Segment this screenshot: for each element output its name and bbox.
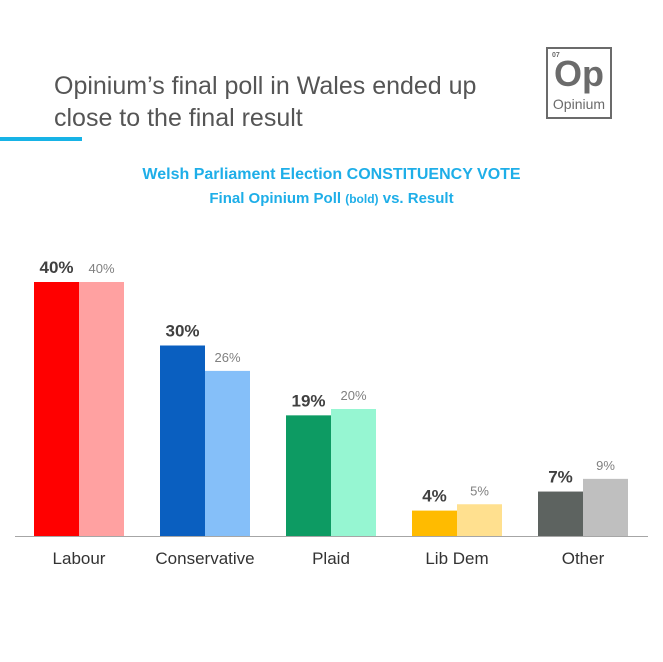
bar-plaid-series-1 bbox=[286, 415, 331, 536]
chart-subtitle: Final Opinium Poll (bold) vs. Result bbox=[0, 190, 663, 207]
bar-lib-dem-series-1 bbox=[412, 510, 457, 536]
category-label-plaid: Plaid bbox=[312, 549, 350, 568]
data-label-lib-dem-series-1: 4% bbox=[422, 487, 447, 506]
bar-conservative-series-2 bbox=[205, 370, 250, 536]
opinium-logo: 07 Op Opinium bbox=[546, 47, 612, 119]
data-label-plaid-series-2: 20% bbox=[340, 388, 366, 403]
logo-name: Opinium bbox=[552, 96, 606, 112]
headline: Opinium’s final poll in Wales ended up c… bbox=[54, 70, 534, 134]
bar-conservative-series-1 bbox=[160, 345, 205, 536]
category-label-lib-dem: Lib Dem bbox=[425, 549, 488, 568]
category-label-conservative: Conservative bbox=[155, 549, 254, 568]
bar-plaid-series-2 bbox=[331, 409, 376, 536]
data-label-other-series-1: 7% bbox=[548, 468, 573, 487]
data-label-other-series-2: 9% bbox=[596, 458, 615, 473]
chart-subtitle-note: (bold) bbox=[345, 192, 379, 206]
data-label-conservative-series-1: 30% bbox=[165, 322, 199, 341]
bar-lib-dem-series-2 bbox=[457, 504, 502, 536]
chart-subtitle-main: Final Opinium Poll bbox=[209, 190, 342, 207]
bar-labour-series-1 bbox=[34, 282, 79, 536]
headline-line-2: close to the final result bbox=[54, 104, 303, 132]
accent-rule bbox=[0, 137, 82, 141]
chart-title: Welsh Parliament Election CONSTITUENCY V… bbox=[142, 166, 521, 183]
category-label-other: Other bbox=[562, 549, 605, 568]
chart-subtitle-tail: vs. Result bbox=[382, 190, 454, 207]
bar-labour-series-2 bbox=[79, 282, 124, 536]
data-label-conservative-series-2: 26% bbox=[214, 350, 240, 365]
data-label-plaid-series-1: 19% bbox=[291, 391, 325, 410]
bar-other-series-1 bbox=[538, 491, 583, 536]
logo-number: 07 bbox=[552, 52, 560, 59]
bar-other-series-2 bbox=[583, 478, 628, 536]
category-label-labour: Labour bbox=[53, 549, 106, 568]
headline-line-1: Opinium’s final poll in Wales ended up bbox=[54, 72, 477, 100]
data-label-labour-series-1: 40% bbox=[39, 258, 73, 277]
data-label-labour-series-2: 40% bbox=[88, 261, 114, 276]
logo-symbol: Op bbox=[554, 53, 604, 94]
data-label-lib-dem-series-2: 5% bbox=[470, 483, 489, 498]
